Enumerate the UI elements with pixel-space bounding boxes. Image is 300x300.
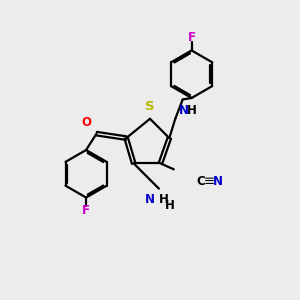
Text: H: H: [187, 104, 196, 117]
Text: N: N: [179, 104, 189, 117]
Text: O: O: [81, 116, 91, 129]
Text: H: H: [159, 193, 169, 206]
Text: N: N: [145, 193, 154, 206]
Text: F: F: [188, 31, 196, 44]
Text: S: S: [145, 100, 155, 113]
Text: ≡: ≡: [204, 175, 215, 188]
Text: C: C: [196, 175, 205, 188]
Text: H: H: [165, 199, 175, 212]
Text: F: F: [82, 204, 90, 218]
Text: N: N: [213, 175, 223, 188]
